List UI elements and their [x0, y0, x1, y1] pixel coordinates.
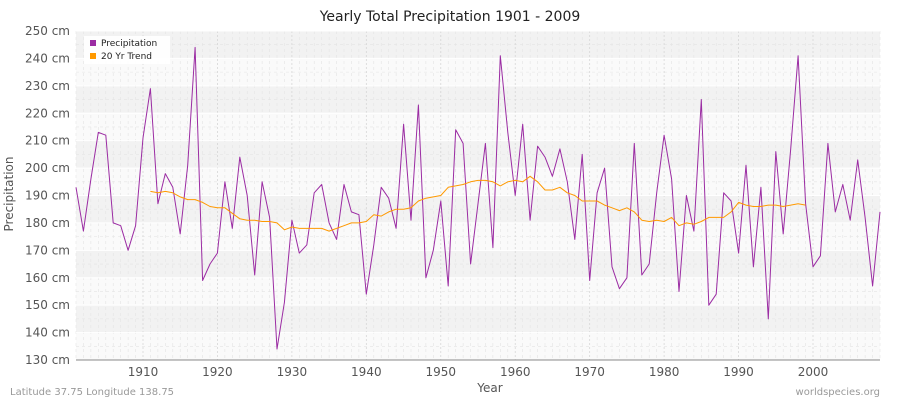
- x-axis-ticks: 1910 1920 1930 1940 1950 1960 1970 1980 1990 2000: [128, 365, 829, 379]
- y-tick-label: 180 cm: [25, 216, 70, 230]
- x-tick-label: 1960: [500, 365, 531, 379]
- x-tick-label: 1990: [723, 365, 754, 379]
- y-tick-label: 140 cm: [25, 326, 70, 340]
- y-tick-label: 220 cm: [25, 106, 70, 120]
- legend-swatch-trend: [90, 53, 96, 59]
- x-tick-label: 1970: [574, 365, 605, 379]
- series-layer: [75, 46, 881, 350]
- x-tick-label: 1930: [277, 365, 308, 379]
- y-tick-label: 250 cm: [25, 24, 70, 38]
- x-tick-label: 1910: [128, 365, 159, 379]
- y-tick-label: 170 cm: [25, 243, 70, 257]
- y-tick-label: 190 cm: [25, 189, 70, 203]
- legend-label-precipitation: Precipitation: [101, 39, 157, 49]
- legend: Precipitation 20 Yr Trend: [84, 36, 170, 64]
- x-tick-label: 2000: [798, 365, 829, 379]
- y-tick-label: 200 cm: [25, 161, 70, 175]
- y-axis-label: Precipitation: [2, 156, 16, 231]
- x-axis-label: Year: [476, 381, 502, 395]
- y-tick-label: 210 cm: [25, 134, 70, 148]
- series-line-20-yr-trend: [150, 175, 806, 232]
- x-tick-label: 1950: [426, 365, 457, 379]
- y-tick-label: 150 cm: [25, 298, 70, 312]
- chart-title: Yearly Total Precipitation 1901 - 2009: [319, 9, 581, 25]
- y-axis-ticks: 130 cm 140 cm 150 cm 160 cm 170 cm 180 cm 190 …: [25, 24, 70, 367]
- legend-label-trend: 20 Yr Trend: [101, 52, 152, 62]
- footer-source: worldspecies.org: [796, 387, 880, 398]
- y-tick-label: 240 cm: [25, 51, 70, 65]
- x-tick-label: 1920: [202, 365, 233, 379]
- legend-box: [84, 36, 170, 64]
- footer-coordinates: Latitude 37.75 Longitude 138.75: [10, 387, 174, 398]
- y-tick-label: 230 cm: [25, 79, 70, 93]
- y-tick-label: 130 cm: [25, 353, 70, 367]
- x-tick-label: 1980: [649, 365, 680, 379]
- series-line-precipitation: [75, 46, 881, 350]
- legend-swatch-precipitation: [90, 40, 96, 46]
- x-tick-label: 1940: [351, 365, 382, 379]
- y-tick-label: 160 cm: [25, 271, 70, 285]
- major-gridlines: [76, 30, 880, 361]
